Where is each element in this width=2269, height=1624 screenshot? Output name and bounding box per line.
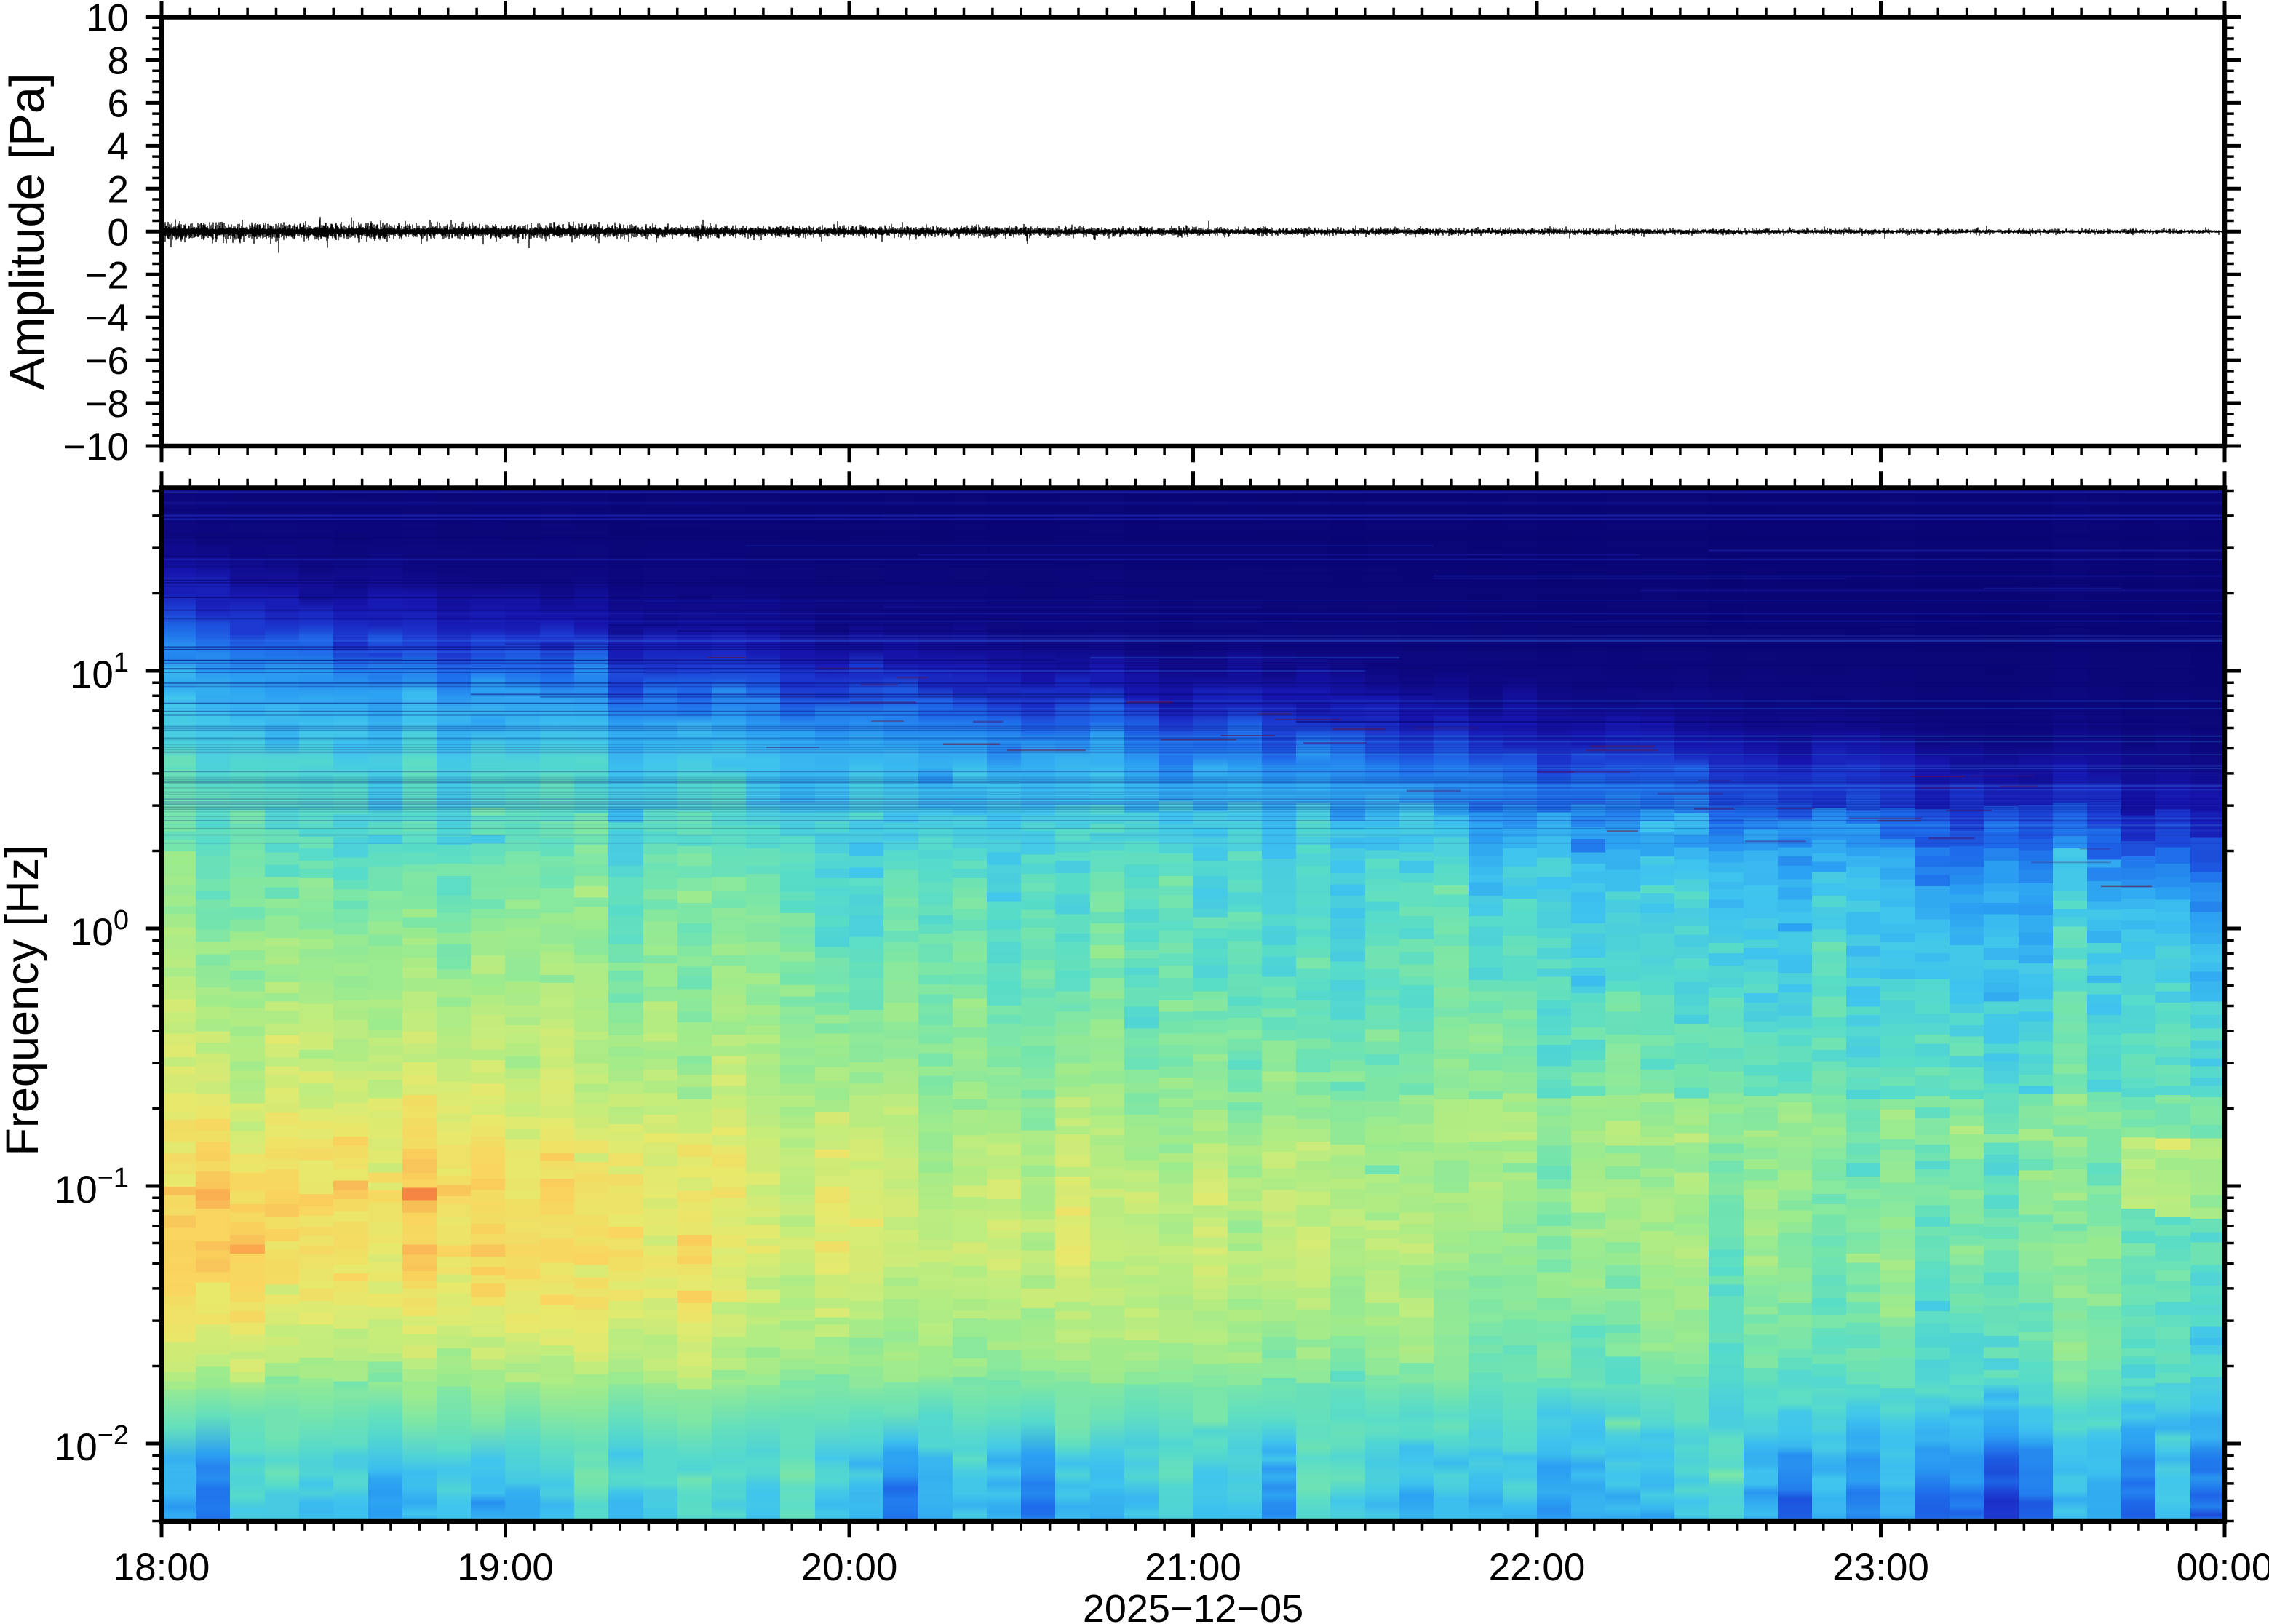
svg-text:21:00: 21:00 bbox=[1145, 1546, 1241, 1589]
svg-text:2025−12−05: 2025−12−05 bbox=[1083, 1587, 1303, 1624]
svg-text:0: 0 bbox=[108, 211, 129, 254]
svg-text:4: 4 bbox=[108, 125, 129, 168]
svg-text:00:00: 00:00 bbox=[2177, 1546, 2269, 1589]
svg-text:23:00: 23:00 bbox=[1832, 1546, 1929, 1589]
svg-text:10−1: 10−1 bbox=[55, 1163, 129, 1211]
svg-text:18:00: 18:00 bbox=[114, 1546, 210, 1589]
svg-text:−4: −4 bbox=[85, 297, 129, 340]
svg-text:−10: −10 bbox=[63, 426, 129, 469]
svg-text:6: 6 bbox=[108, 83, 129, 126]
svg-text:19:00: 19:00 bbox=[457, 1546, 554, 1589]
svg-text:10: 10 bbox=[86, 0, 129, 40]
svg-text:8: 8 bbox=[108, 40, 129, 83]
svg-text:−2: −2 bbox=[85, 254, 129, 297]
svg-text:−8: −8 bbox=[85, 383, 129, 426]
svg-text:−6: −6 bbox=[85, 340, 129, 383]
svg-text:Frequency [Hz]: Frequency [Hz] bbox=[0, 845, 48, 1155]
svg-text:22:00: 22:00 bbox=[1489, 1546, 1586, 1589]
svg-text:Amplitude [Pa]: Amplitude [Pa] bbox=[0, 73, 55, 390]
svg-text:2: 2 bbox=[108, 168, 129, 211]
svg-text:20:00: 20:00 bbox=[801, 1546, 898, 1589]
